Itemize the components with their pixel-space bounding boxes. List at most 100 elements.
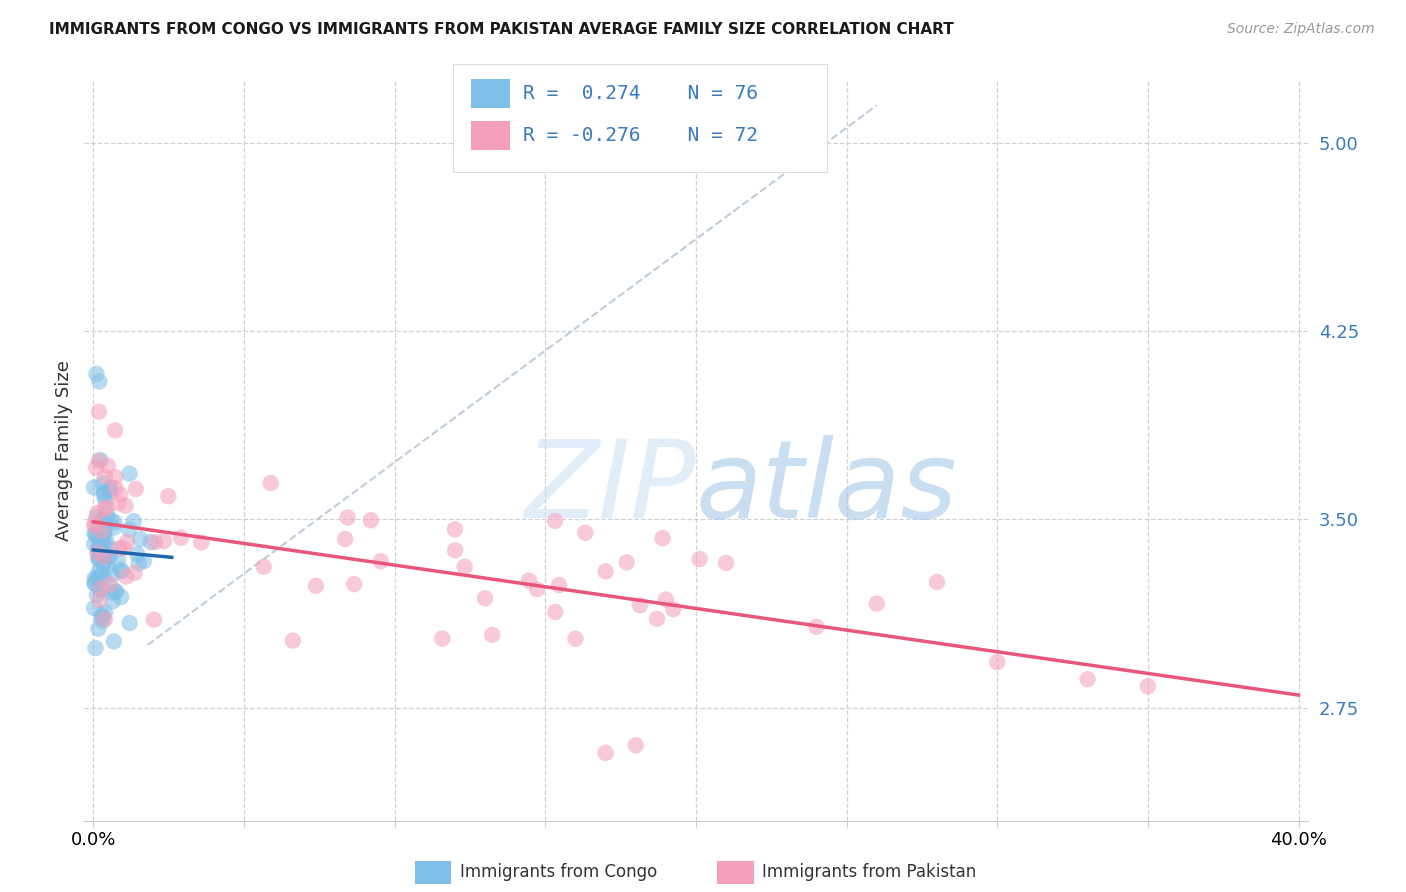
Point [89,581,111,595]
Point [87,539,110,553]
Point [91,614,114,628]
Point [444,522,467,536]
Point [93,556,115,570]
Point [544,514,567,528]
Point [115,535,138,549]
Point [806,620,828,634]
Point [94,493,117,508]
Point [444,543,467,558]
Point [87,565,110,579]
Point [86,506,108,520]
Point [103,634,125,648]
Point [96,508,118,522]
Point [84,516,107,531]
Point [98,577,121,591]
Point [432,632,454,646]
Point [83,537,105,551]
Point [517,574,540,588]
Point [101,585,124,599]
Point [90,610,112,624]
Point [93,549,115,564]
Point [84,528,107,542]
Text: Immigrants from Pakistan: Immigrants from Pakistan [762,863,976,881]
Point [628,599,651,613]
Point [97,458,120,473]
Point [86,367,108,381]
Point [360,513,382,527]
Text: Source: ZipAtlas.com: Source: ZipAtlas.com [1227,22,1375,37]
Point [83,572,105,586]
Point [624,739,647,753]
Point [100,513,122,527]
Point [87,454,110,468]
Point [90,581,112,595]
Point [122,514,145,528]
Point [343,577,366,591]
Point [142,613,165,627]
Point [83,525,105,540]
Point [93,536,115,550]
Point [93,488,115,502]
Point [1077,672,1099,686]
Point [90,567,112,582]
Point [84,641,107,656]
Point [104,470,127,484]
Point [86,546,108,560]
Point [89,453,111,467]
Point [108,541,131,556]
Point [305,579,328,593]
Point [91,514,114,528]
Point [98,484,121,499]
Point [157,489,180,503]
Point [83,480,105,494]
Point [90,583,112,598]
Point [253,559,276,574]
Point [87,622,110,636]
Point [170,531,193,545]
Point [100,541,122,556]
Point [333,532,356,546]
Point [86,571,108,585]
Point [101,567,124,582]
Point [662,602,685,616]
Text: IMMIGRANTS FROM CONGO VS IMMIGRANTS FROM PAKISTAN AVERAGE FAMILY SIZE CORRELATIO: IMMIGRANTS FROM CONGO VS IMMIGRANTS FROM… [49,22,953,37]
Point [645,612,668,626]
Point [548,578,571,592]
Point [336,510,359,524]
Point [94,605,117,619]
Point [87,551,110,566]
Point [93,501,115,516]
Point [453,559,475,574]
Point [107,496,129,510]
Point [564,632,586,646]
Point [125,482,148,496]
Point [91,544,114,558]
Point [595,565,617,579]
Point [98,549,121,564]
Point [91,513,114,527]
Point [115,569,138,583]
Point [526,582,548,597]
Point [104,584,127,599]
Point [129,532,152,546]
Point [481,628,503,642]
Point [118,523,141,537]
Text: R =  0.274    N = 76: R = 0.274 N = 76 [523,84,758,103]
Y-axis label: Average Family Size: Average Family Size [55,360,73,541]
Point [103,516,125,530]
Point [94,469,117,483]
Point [100,481,122,495]
Point [97,549,120,563]
Point [714,556,737,570]
Point [91,532,114,546]
Point [139,535,162,549]
Point [89,571,111,585]
Point [93,527,115,541]
Point [474,591,496,606]
Point [127,547,149,561]
Point [83,576,105,591]
Point [96,500,118,515]
Point [574,525,596,540]
Point [114,499,136,513]
Point [91,607,114,622]
